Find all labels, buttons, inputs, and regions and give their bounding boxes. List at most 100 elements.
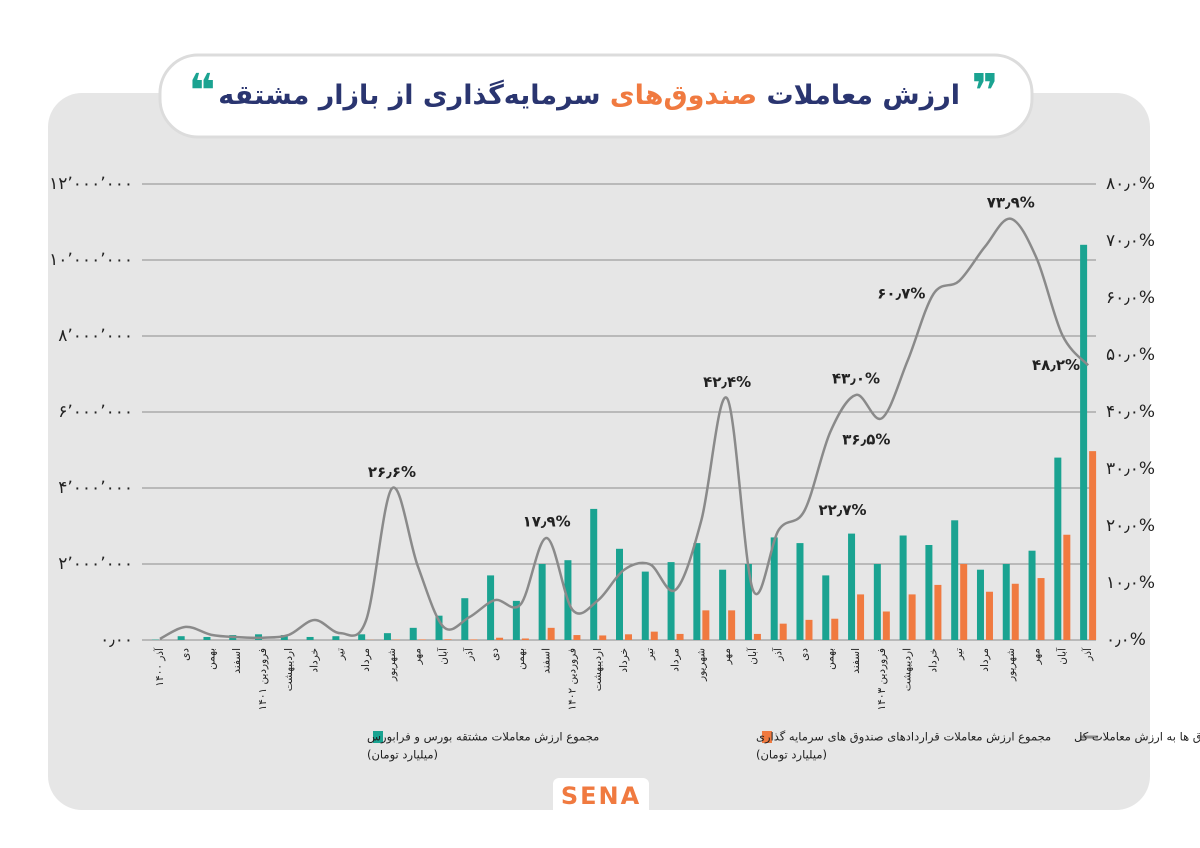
x-tick-label: بهمن bbox=[515, 648, 527, 670]
value-label: ۷۳٫۹% bbox=[987, 193, 1035, 211]
x-tick-label: آبان bbox=[746, 647, 759, 665]
bar bbox=[882, 611, 890, 640]
bar bbox=[985, 591, 993, 640]
title-part: ارزش معاملات bbox=[767, 80, 960, 111]
bar bbox=[796, 543, 804, 640]
legend-label: مجموع ارزش معاملات قراردادهای صندوق های … bbox=[756, 730, 1051, 745]
bar bbox=[753, 633, 761, 640]
bar bbox=[976, 569, 984, 640]
y2-tick-label: ۸۰٫۰% bbox=[1106, 174, 1155, 194]
bar bbox=[960, 564, 968, 640]
bar bbox=[831, 618, 839, 640]
x-tick-label: تیر bbox=[644, 648, 656, 661]
x-tick-label: اسفند bbox=[850, 648, 862, 674]
x-tick-label: بهمن bbox=[824, 648, 836, 670]
x-tick-label: آبان bbox=[1055, 647, 1068, 665]
x-tick-label: آذر ۱۴۰۰ bbox=[153, 647, 166, 687]
bar bbox=[934, 584, 942, 640]
bar bbox=[1011, 583, 1019, 640]
x-tick-label: اردیبهشت bbox=[902, 648, 914, 691]
value-label: ۴۸٫۲% bbox=[1032, 356, 1080, 374]
y2-tick-label: ۷۰٫۰% bbox=[1106, 231, 1155, 251]
bar bbox=[667, 562, 675, 640]
legend-unit: (میلیارد تومان) bbox=[756, 748, 827, 763]
bar bbox=[435, 615, 443, 640]
bar bbox=[487, 575, 495, 640]
value-label: ۴۳٫۰% bbox=[832, 369, 880, 387]
bar bbox=[805, 619, 813, 640]
legend-label: مجموع ارزش معاملات مشتقه بورس و فرابورس bbox=[367, 730, 599, 745]
bar bbox=[702, 610, 710, 640]
bar bbox=[280, 635, 288, 640]
bar bbox=[822, 575, 830, 640]
y-tick-label: ۲٬۰۰۰٬۰۰۰ bbox=[58, 554, 133, 574]
bar bbox=[1037, 578, 1045, 640]
bar bbox=[383, 633, 391, 640]
bar bbox=[728, 610, 736, 640]
x-tick-label: تیر bbox=[334, 648, 346, 661]
title-part: سرمایه‌گذاری از بازار مشتقه bbox=[218, 79, 600, 111]
y-tick-label: ۰٫۰۰ bbox=[100, 630, 133, 650]
y2-tick-label: ۳۰٫۰% bbox=[1106, 459, 1155, 479]
bar bbox=[719, 569, 727, 640]
x-tick-label: مرداد bbox=[360, 648, 372, 672]
x-tick-label: مهر bbox=[412, 648, 424, 665]
bar bbox=[779, 623, 787, 640]
legend-swatch bbox=[762, 731, 772, 743]
bar bbox=[599, 635, 607, 640]
bar bbox=[358, 634, 366, 640]
bar bbox=[306, 636, 314, 640]
value-label: ۳۶٫۵% bbox=[842, 430, 890, 448]
x-tick-label: خرداد bbox=[927, 648, 939, 673]
bar bbox=[616, 548, 623, 640]
title-pill bbox=[158, 53, 1034, 139]
x-tick-label: مرداد bbox=[670, 648, 682, 672]
bar bbox=[1002, 564, 1010, 640]
value-label: ۱۷٫۹% bbox=[523, 512, 571, 530]
y2-tick-label: ۵۰٫۰% bbox=[1106, 345, 1155, 365]
bar bbox=[332, 636, 340, 640]
y-tick-label: ۱۰٬۰۰۰٬۰۰۰ bbox=[49, 250, 133, 270]
x-tick-label: بهمن bbox=[205, 648, 217, 670]
x-tick-label: دی bbox=[180, 648, 192, 661]
x-tick-label: آذر bbox=[462, 647, 475, 662]
bar bbox=[908, 594, 916, 640]
x-tick-label: اسفند bbox=[231, 648, 243, 674]
x-tick-label: تیر bbox=[953, 648, 965, 661]
x-tick-label: آذر bbox=[772, 647, 785, 662]
value-label: ۲۶٫۶% bbox=[368, 463, 416, 481]
bar bbox=[1089, 451, 1097, 640]
x-tick-label: اسفند bbox=[541, 648, 553, 674]
bar bbox=[951, 520, 959, 640]
value-label: ۴۲٫۴% bbox=[703, 373, 751, 391]
x-tick-label: فروردین ۱۴۰۱ bbox=[257, 648, 269, 710]
bar bbox=[848, 533, 856, 640]
x-tick-label: آبان bbox=[437, 647, 450, 665]
ratio-line bbox=[159, 217, 1090, 640]
bar bbox=[650, 631, 658, 640]
bar bbox=[470, 639, 478, 640]
x-tick-label: شهریور bbox=[695, 648, 707, 682]
bar bbox=[857, 594, 865, 640]
bar bbox=[925, 545, 933, 640]
logo: SENA bbox=[561, 782, 641, 810]
quote-mark: ❞ bbox=[972, 64, 999, 118]
x-tick-label: شهریور bbox=[1005, 648, 1017, 682]
bar bbox=[899, 535, 907, 640]
bar bbox=[538, 564, 546, 640]
value-label: ۶۰٫۷% bbox=[877, 285, 925, 303]
panel bbox=[48, 93, 1150, 810]
x-tick-label: شهریور bbox=[386, 648, 398, 682]
bar bbox=[1080, 244, 1088, 641]
bar bbox=[547, 627, 555, 640]
bar bbox=[1054, 457, 1062, 640]
bar bbox=[625, 634, 632, 640]
bar bbox=[512, 600, 520, 640]
quote-mark: ❝ bbox=[189, 64, 216, 118]
y2-tick-label: ۱۰٫۰% bbox=[1106, 573, 1155, 593]
x-tick-label: اردیبهشت bbox=[592, 648, 604, 691]
value-label: ۲۲٫۷% bbox=[818, 501, 866, 519]
y2-tick-label: ۲۰٫۰% bbox=[1106, 516, 1155, 536]
x-tick-label: مرداد bbox=[979, 648, 991, 672]
